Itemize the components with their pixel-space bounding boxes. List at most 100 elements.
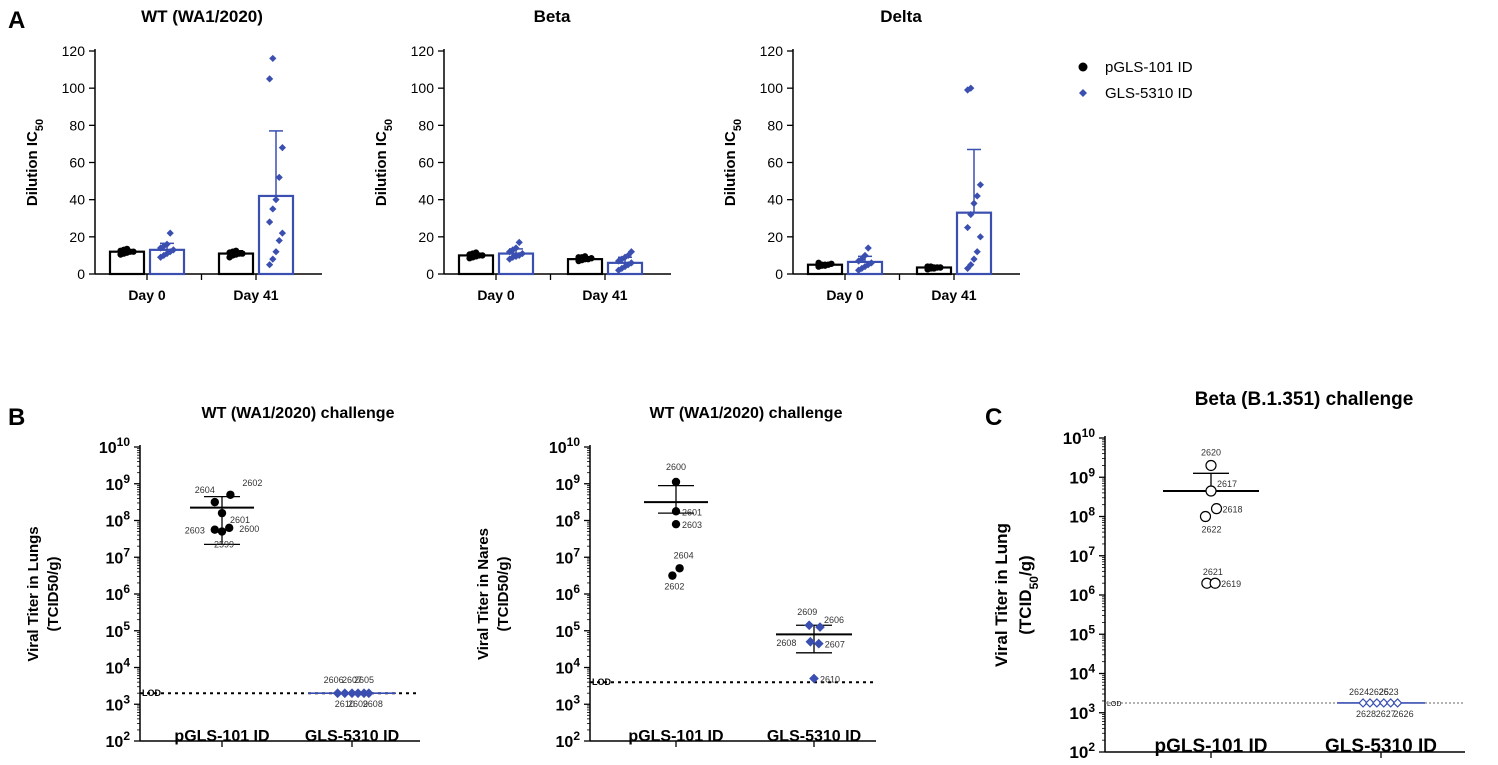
- y-tick-label: 0: [775, 266, 783, 282]
- chart-title: Beta: [534, 7, 571, 26]
- data-point: [130, 248, 137, 255]
- y-tick-label: 20: [418, 229, 434, 245]
- data-point: [967, 84, 975, 92]
- legend-label-pgls: pGLS-101 ID: [1105, 59, 1193, 76]
- point-label: 2600: [239, 524, 259, 534]
- y-tick-label: 60: [69, 155, 85, 171]
- y-tick-label: 102: [106, 729, 131, 751]
- x-tick-label: Day 0: [826, 287, 864, 303]
- data-point: [269, 205, 277, 213]
- y-tick-label: 103: [1069, 701, 1095, 723]
- y-tick-label: 1010: [1063, 426, 1096, 448]
- chart-a-wt: WT (WA1/2020) Dilution IC50 0 20 40 60 80 100 12…: [24, 7, 322, 303]
- point-label: 2603: [682, 520, 702, 530]
- y-tick-label: 0: [77, 266, 85, 282]
- y-tick-label: 100: [62, 80, 86, 96]
- data-point: [864, 261, 872, 269]
- data-point: [1358, 698, 1368, 708]
- data-point: [169, 246, 177, 254]
- chart-a-delta: Delta Dilution IC50 0 20 40 60 80 100 120 Day 0 Da…: [722, 7, 1020, 303]
- point-label: 2625: [1369, 687, 1389, 697]
- chart-b-lungs: WT (WA1/2020) challenge Viral Titer in Lu…: [25, 405, 420, 751]
- chart-b-nares: WT (WA1/2020) challenge Viral Titer in Na…: [475, 405, 876, 751]
- data-point: [621, 262, 629, 271]
- point-label: 2601: [230, 515, 250, 525]
- data-point: [1385, 698, 1396, 708]
- data-point: [210, 497, 219, 507]
- y-tick-label: 103: [556, 692, 581, 714]
- x-tick-label: pGLS-101 ID: [174, 728, 269, 745]
- y-tick-label: 109: [106, 472, 131, 494]
- y-axis-label: Viral Titer in Nares: [475, 528, 492, 660]
- y-tick-label: 1010: [99, 435, 130, 457]
- data-point: [858, 264, 866, 273]
- point-label: 2618: [1223, 505, 1243, 515]
- y-axis-label: Dilution IC50: [373, 119, 395, 206]
- data-point: [506, 248, 514, 256]
- data-point: [269, 255, 277, 263]
- legend: pGLS-101 ID GLS-5310 ID: [1078, 59, 1193, 102]
- point-label: 2599: [214, 540, 234, 550]
- y-tick-label: 100: [411, 80, 435, 96]
- y-tick-label: 104: [1069, 662, 1095, 684]
- data-point: [864, 244, 872, 252]
- data-point: [332, 688, 343, 699]
- point-label: 2605: [354, 675, 374, 685]
- panel-letter-b: B: [8, 404, 25, 431]
- data-point: [624, 261, 632, 269]
- data-point: [964, 223, 972, 232]
- data-point: [515, 238, 523, 247]
- y-tick-label: 120: [62, 43, 86, 59]
- data-point: [668, 571, 677, 580]
- y-tick-label: 1010: [549, 435, 580, 457]
- data-point: [970, 199, 978, 207]
- data-point: [973, 192, 981, 200]
- chart-a-beta: Beta Dilution IC50 0 20 40 60 80 100 120 Day 0 Day…: [373, 7, 671, 303]
- legend-marker-pgls: [1078, 62, 1088, 72]
- data-point: [266, 75, 274, 83]
- y-tick-label: 100: [760, 80, 784, 96]
- point-label: 2601: [682, 507, 702, 517]
- data-point: [627, 248, 635, 256]
- y-tick-label: 103: [106, 692, 131, 714]
- data-point: [278, 144, 286, 152]
- y-tick-label: 104: [106, 656, 131, 678]
- x-tick-label: Day 41: [233, 287, 278, 303]
- data-point: [239, 250, 246, 257]
- x-tick-label: Day 41: [931, 287, 976, 303]
- data-point: [861, 262, 869, 271]
- chart-title: WT (WA1/2020) challenge: [202, 405, 395, 422]
- data-point: [671, 507, 681, 516]
- data-point: [266, 218, 274, 226]
- data-point: [275, 173, 283, 181]
- data-point: [275, 236, 283, 245]
- x-tick-label: GLS-5310 ID: [1325, 736, 1437, 757]
- panel-letter-c: C: [985, 404, 1002, 431]
- point-label: 2609: [797, 607, 817, 617]
- data-point: [512, 244, 520, 252]
- y-axis-label: Viral Titer in Lung: [992, 523, 1011, 667]
- data-point: [861, 251, 869, 260]
- y-tick-label: 108: [1069, 505, 1095, 527]
- point-label: 2610: [820, 675, 840, 685]
- y-tick-label: 102: [1069, 740, 1095, 762]
- chart-title: Delta: [880, 7, 922, 26]
- y-tick-label: 60: [767, 155, 783, 171]
- data-point: [232, 247, 240, 254]
- lod-label: LOD: [1107, 701, 1121, 708]
- data-point: [970, 255, 978, 263]
- data-point: [805, 636, 816, 647]
- y-tick-label: 102: [556, 729, 581, 751]
- data-point: [821, 262, 829, 269]
- lod-label: LOD: [142, 688, 161, 698]
- data-point: [804, 620, 815, 631]
- data-point: [272, 196, 280, 204]
- data-point: [627, 259, 635, 267]
- data-point: [967, 261, 975, 269]
- data-point: [506, 255, 514, 263]
- panel-letter-a: A: [8, 7, 25, 34]
- data-point: [855, 266, 863, 274]
- data-point: [166, 229, 174, 237]
- y-axis-label-units: (TCID50/g): [495, 556, 512, 631]
